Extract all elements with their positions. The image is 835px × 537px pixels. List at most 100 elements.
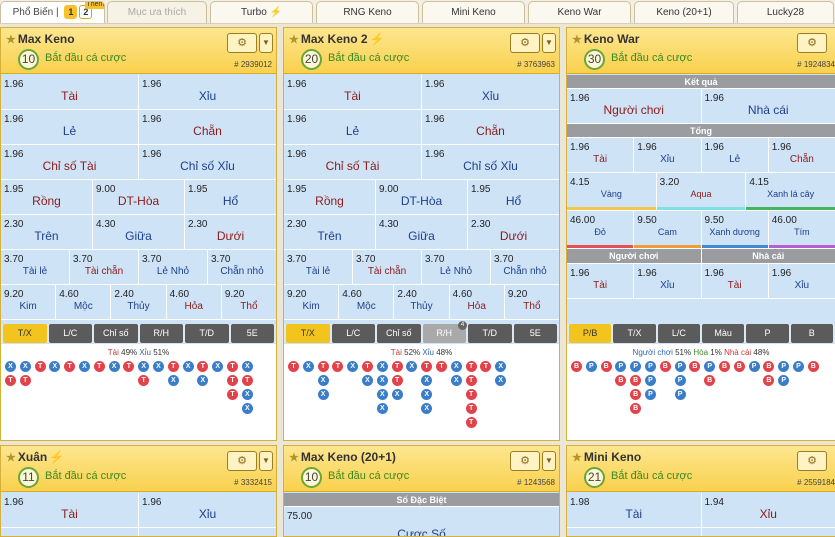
- bet-tai[interactable]: 1.96 Tài: [1, 75, 139, 109]
- bet-tai[interactable]: 1.96 Tài: [1, 493, 139, 527]
- bet-ho[interactable]: 1.95 Hổ: [468, 180, 559, 214]
- bet-chi-so-xiu[interactable]: 1.96 Chỉ số Xỉu: [422, 145, 559, 179]
- bet-do[interactable]: 46.00 Đỏ: [567, 211, 635, 248]
- bet-moc[interactable]: 4.60 Mộc: [56, 285, 112, 319]
- settings-button[interactable]: ⚙: [227, 451, 257, 471]
- settings-button[interactable]: ⚙: [510, 451, 540, 471]
- tab-popular[interactable]: Phổ Biến | 1 2 Thêm: [0, 1, 105, 23]
- favorite-star-icon[interactable]: ★: [572, 34, 582, 46]
- tab-chi-so[interactable]: Chỉ số: [94, 324, 138, 343]
- bet-tim[interactable]: 46.00 Tím: [768, 211, 835, 248]
- tab-keno-20-1[interactable]: Keno (20+1): [634, 1, 734, 23]
- tab-b[interactable]: B: [790, 324, 833, 343]
- settings-button[interactable]: ⚙: [510, 33, 540, 53]
- bet-le[interactable]: 1.96 Lẻ: [284, 110, 422, 144]
- bet-xiu[interactable]: 1.96 Xỉu: [634, 138, 702, 172]
- tab-td[interactable]: T/D: [185, 324, 229, 343]
- tab-p[interactable]: P: [746, 324, 789, 343]
- bet-tren[interactable]: 2.30 Trên: [284, 215, 376, 249]
- bet-le[interactable]: 1.96 Lẻ: [701, 138, 769, 172]
- tab-lc[interactable]: L/C: [331, 324, 375, 343]
- tab-5e[interactable]: 5E: [513, 324, 557, 343]
- bet-thuy[interactable]: 2.40 Thủy: [111, 285, 167, 319]
- favorite-star-icon[interactable]: ★: [289, 34, 299, 46]
- tab-rh[interactable]: R/H: [139, 324, 183, 343]
- bet-chan[interactable]: 1.96 Chẵn: [768, 138, 835, 172]
- bet-banker-tai[interactable]: 1.96 Tài: [701, 264, 769, 298]
- bet-tai-le[interactable]: 3.70 Tài lẻ: [284, 250, 353, 284]
- tab-rh[interactable]: R/H 4: [422, 321, 467, 343]
- tab-mini-keno[interactable]: Mini Keno: [422, 1, 525, 23]
- bet-duoi[interactable]: 2.30 Dưới: [185, 215, 276, 249]
- bet-tai-chan[interactable]: 3.70 Tài chẵn: [70, 250, 139, 284]
- bet-moc[interactable]: 4.60 Mộc: [339, 285, 395, 319]
- bet-cell[interactable]: [567, 528, 702, 536]
- bet-le[interactable]: 1.96 Lẻ: [1, 110, 139, 144]
- tab-mau[interactable]: Màu: [701, 324, 745, 343]
- favorite-star-icon[interactable]: ★: [572, 452, 582, 464]
- dropdown-button[interactable]: ▼: [259, 33, 273, 53]
- bet-le-nho[interactable]: 3.70 Lẻ Nhỏ: [422, 250, 491, 284]
- tab-keno-war[interactable]: Keno War: [528, 1, 631, 23]
- bet-cell[interactable]: [1, 528, 139, 536]
- bet-xiu[interactable]: 1.96 Xỉu: [139, 493, 276, 527]
- bet-kim[interactable]: 9.20 Kim: [1, 285, 57, 319]
- bet-giua[interactable]: 4.30 Giữa: [376, 215, 468, 249]
- bet-cam[interactable]: 9.50 Cam: [634, 211, 702, 248]
- tab-turbo[interactable]: Turbo ⚡: [210, 1, 313, 23]
- tab-favorites[interactable]: Mục ưa thích: [107, 1, 207, 23]
- bet-player[interactable]: 1.96 Người chơi: [567, 89, 702, 123]
- bet-vang[interactable]: 4.15 Vàng: [567, 173, 657, 210]
- bet-chi-so-tai[interactable]: 1.96 Chỉ số Tài: [1, 145, 139, 179]
- bet-xiu[interactable]: 1.96 Xỉu: [139, 75, 276, 109]
- settings-button[interactable]: ⚙: [797, 33, 827, 53]
- bet-ho[interactable]: 1.95 Hổ: [185, 180, 276, 214]
- bet-xanh-duong[interactable]: 9.50 Xanh dương: [701, 211, 769, 248]
- bet-cell[interactable]: [701, 528, 835, 536]
- bet-rong[interactable]: 1.95 Rồng: [1, 180, 93, 214]
- bet-tai[interactable]: 1.96 Tài: [284, 75, 422, 109]
- dropdown-button[interactable]: ▼: [259, 451, 273, 471]
- bet-giua[interactable]: 4.30 Giữa: [93, 215, 185, 249]
- bet-special-number[interactable]: 75.00 Cược Số: [284, 507, 559, 536]
- tab-5e[interactable]: 5E: [230, 324, 274, 343]
- favorite-star-icon[interactable]: ★: [6, 452, 16, 464]
- favorite-star-icon[interactable]: ★: [289, 452, 299, 464]
- bet-tren[interactable]: 2.30 Trên: [1, 215, 93, 249]
- tab-pb[interactable]: P/B: [569, 324, 612, 343]
- bet-dt-hoa[interactable]: 9.00 DT-Hòa: [93, 180, 185, 214]
- tab-tx[interactable]: T/X: [613, 324, 656, 343]
- bet-tho[interactable]: 9.20 Thổ: [221, 285, 276, 319]
- bet-aqua[interactable]: 3.20 Aqua: [656, 173, 747, 210]
- bet-thuy[interactable]: 2.40 Thủy: [394, 285, 450, 319]
- bet-rong[interactable]: 1.95 Rồng: [284, 180, 376, 214]
- tab-lc[interactable]: L/C: [657, 324, 700, 343]
- bet-cell[interactable]: [139, 528, 276, 536]
- favorite-star-icon[interactable]: ★: [6, 34, 16, 46]
- tab-rng-keno[interactable]: RNG Keno: [316, 1, 419, 23]
- bet-chan[interactable]: 1.96 Chẵn: [422, 110, 559, 144]
- bet-banker-xiu[interactable]: 1.96 Xỉu: [768, 264, 835, 298]
- bet-player-tai[interactable]: 1.96 Tài: [567, 264, 635, 298]
- bet-xiu[interactable]: 1.94 Xỉu: [701, 493, 835, 527]
- bet-hoa[interactable]: 4.60 Hỏa: [449, 285, 505, 319]
- bet-tai[interactable]: 1.96 Tài: [567, 138, 635, 172]
- bet-xanh-la-cay[interactable]: 4.15 Xanh lá cây: [746, 173, 835, 210]
- dropdown-button[interactable]: ▼: [542, 451, 556, 471]
- page-1-chip[interactable]: 1: [64, 5, 78, 20]
- bet-xiu[interactable]: 1.96 Xỉu: [422, 75, 559, 109]
- bet-banker[interactable]: 1.96 Nhà cái: [701, 89, 835, 123]
- bet-hoa[interactable]: 4.60 Hỏa: [166, 285, 222, 319]
- tab-chi-so[interactable]: Chỉ số: [377, 324, 421, 343]
- bet-chan-nho[interactable]: 3.70 Chẵn nhỏ: [491, 250, 559, 284]
- bet-tai-chan[interactable]: 3.70 Tài chẵn: [353, 250, 422, 284]
- tab-td[interactable]: T/D: [468, 324, 512, 343]
- bet-chan[interactable]: 1.96 Chẵn: [139, 110, 276, 144]
- settings-button[interactable]: ⚙: [797, 451, 827, 471]
- bet-le-nho[interactable]: 3.70 Lẻ Nhỏ: [139, 250, 208, 284]
- bet-dt-hoa[interactable]: 9.00 DT-Hòa: [376, 180, 468, 214]
- bet-chi-so-xiu[interactable]: 1.96 Chỉ số Xỉu: [139, 145, 276, 179]
- bet-chi-so-tai[interactable]: 1.96 Chỉ số Tài: [284, 145, 422, 179]
- page-2-chip[interactable]: 2 Thêm: [79, 2, 104, 20]
- settings-button[interactable]: ⚙: [227, 33, 257, 53]
